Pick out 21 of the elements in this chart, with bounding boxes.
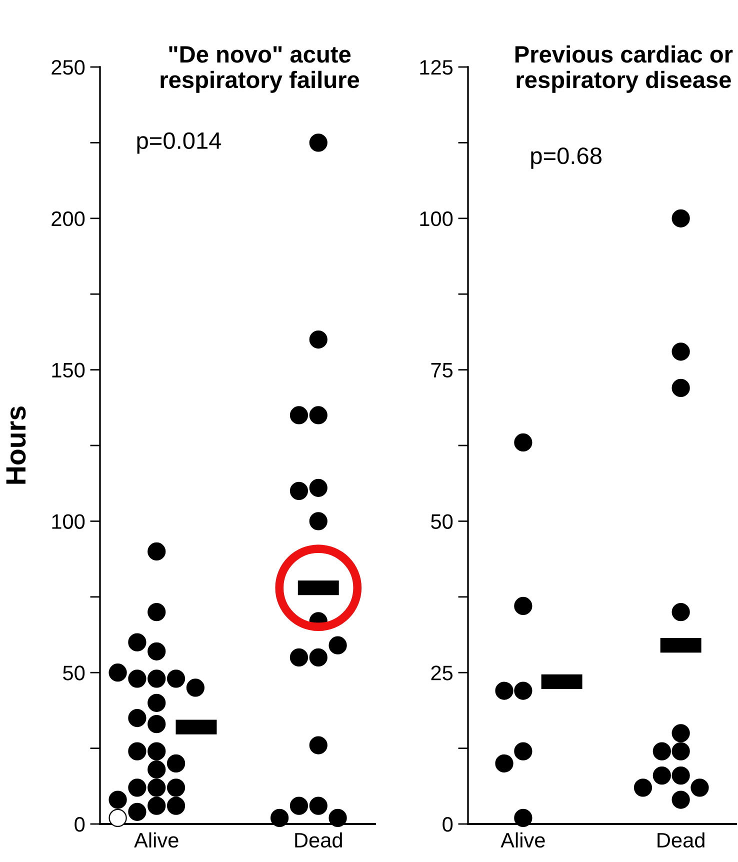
y-tick-label: 0 (74, 817, 85, 832)
y-tick-label: 150 (52, 362, 85, 378)
y-tick-label: 200 (52, 211, 85, 226)
y-tick-label: 100 (420, 211, 453, 226)
y-tick-label: 250 (52, 60, 85, 75)
chart-title: Previous cardiac or respiratory disease (515, 45, 733, 93)
y-tick-label: 75 (431, 363, 453, 378)
x-tick-label: Alive (134, 832, 178, 848)
y-tick-label: 50 (63, 666, 85, 680)
y-tick-label: 25 (431, 666, 453, 680)
y-axis-title: Hours (6, 406, 26, 484)
y-tick-label: 125 (420, 60, 453, 75)
y-tick-label: 100 (52, 514, 85, 529)
annotation: p=0.014 (137, 132, 222, 154)
x-tick-label: Dead (658, 832, 704, 848)
x-tick-label: Dead (295, 832, 342, 848)
chart-title: "De novo" acute respiratory failure (160, 46, 360, 93)
y-tick-label: 50 (431, 514, 453, 529)
x-tick-label: Alive (500, 832, 545, 848)
annotation: p=0.68 (531, 147, 602, 169)
y-tick-label: 0 (442, 817, 453, 832)
